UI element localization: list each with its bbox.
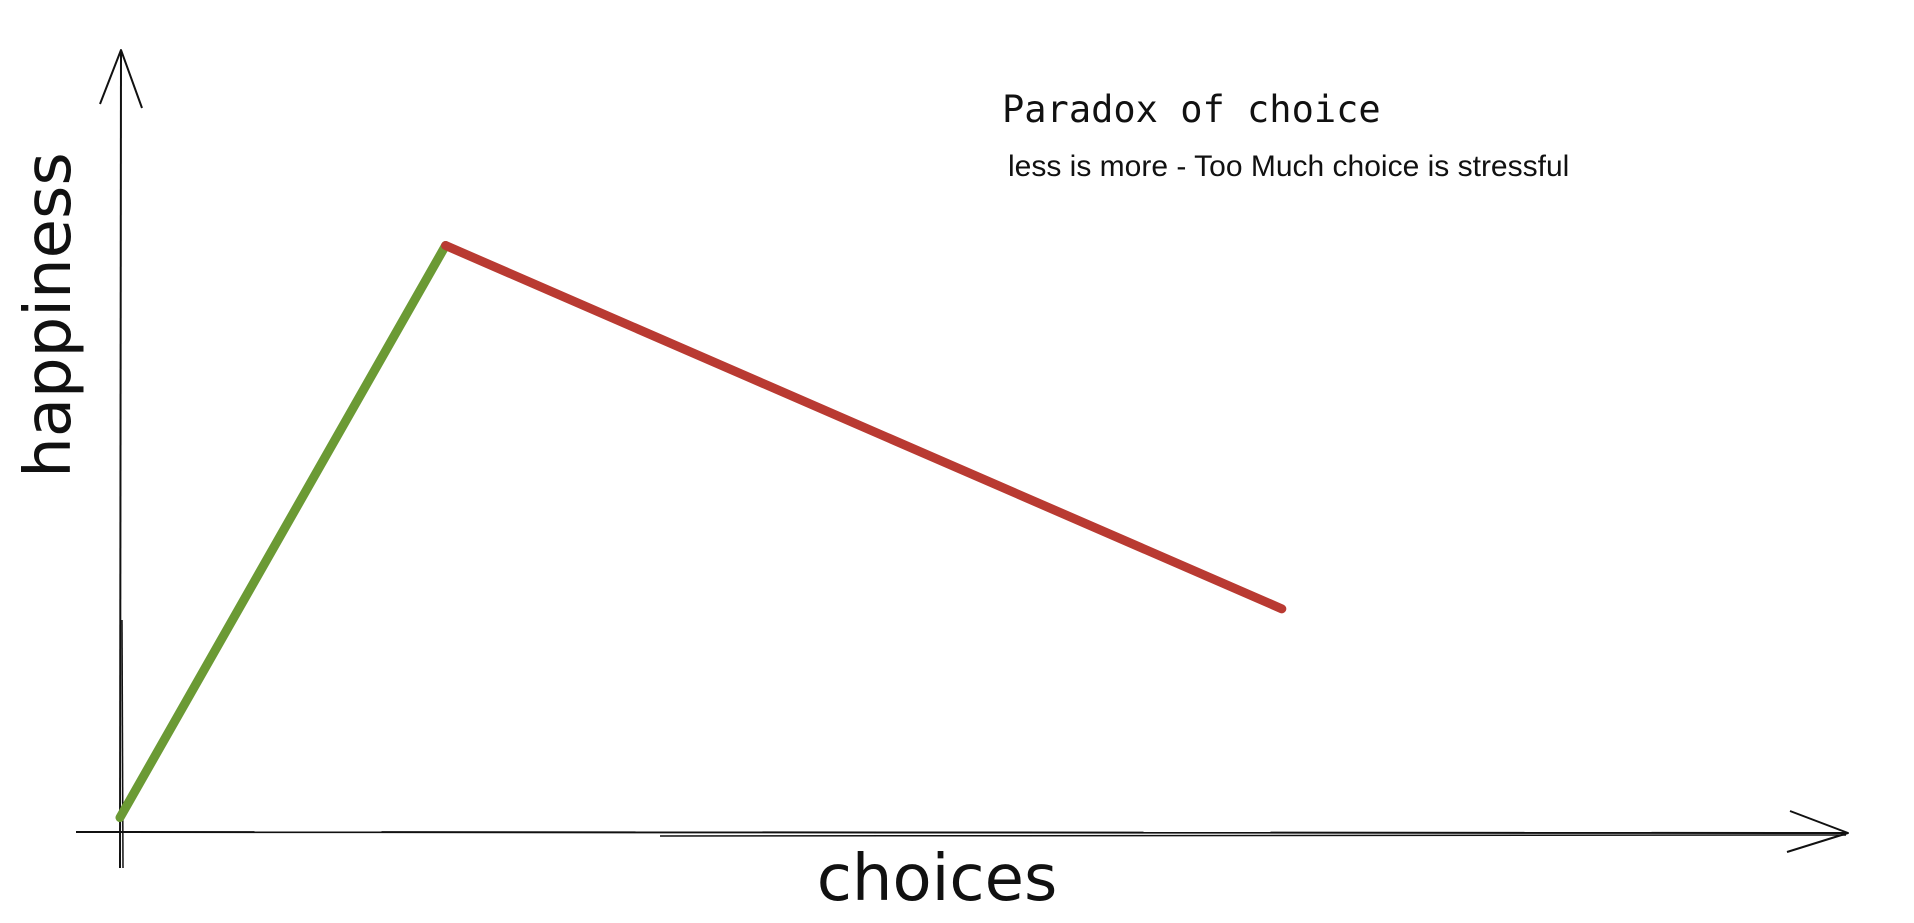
axes	[75, 49, 1849, 869]
line-segment-falling	[441, 241, 1287, 614]
x-axis-arrow-icon	[1786, 810, 1849, 853]
line-segment-rising	[115, 241, 451, 823]
y-axis-label: happiness	[12, 152, 86, 477]
chart-title: Paradox of choice	[1002, 88, 1381, 131]
y-axis-arrow-icon	[99, 49, 143, 109]
y-axis-line-sketch	[121, 619, 124, 869]
x-axis-label: choices	[817, 842, 1058, 916]
chart-subtitle: less is more - Too Much choice is stress…	[1008, 150, 1570, 183]
x-axis-line	[75, 831, 1849, 834]
x-axis-line-sketch	[659, 834, 1847, 837]
series-marks	[115, 241, 1287, 823]
y-axis-line	[119, 49, 122, 869]
